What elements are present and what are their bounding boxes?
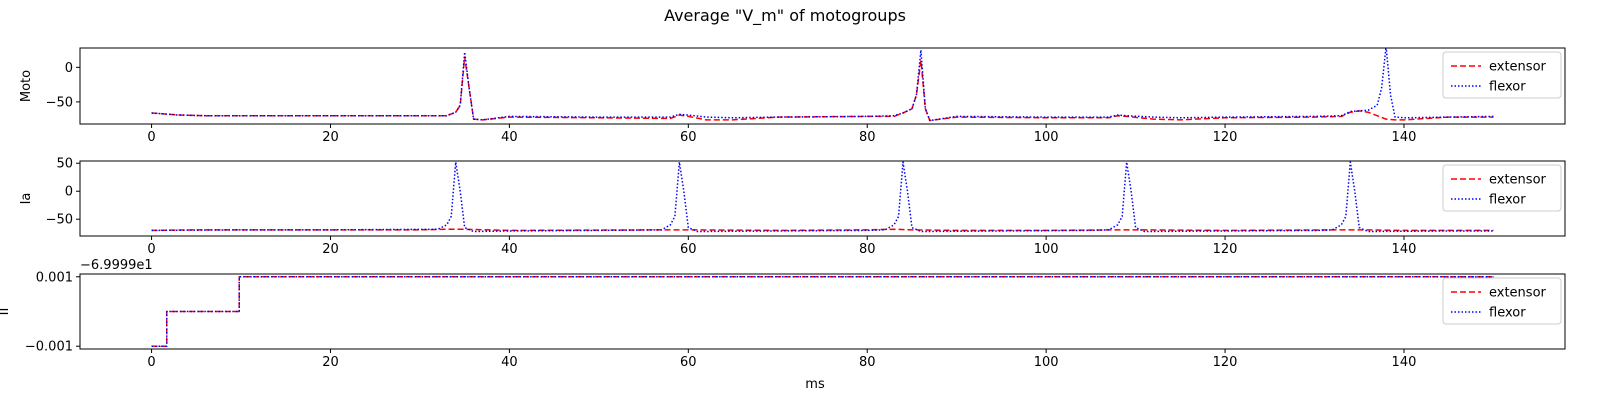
x-tick-label: 60 xyxy=(680,355,697,370)
x-tick-label: 120 xyxy=(1213,355,1238,370)
legend: extensor flexor xyxy=(1442,164,1562,212)
legend-label-flexor: flexor xyxy=(1489,193,1526,208)
legend: extensor flexor xyxy=(1442,277,1562,325)
x-tick-label: 40 xyxy=(501,130,518,145)
y-tick-label: 0 xyxy=(65,61,73,76)
series-flexor-line xyxy=(151,48,1494,122)
x-tick-label: 140 xyxy=(1392,130,1417,145)
x-tick-label: 20 xyxy=(322,242,339,257)
y-axis-label-moto: Moto xyxy=(19,70,34,102)
x-tick-label: 40 xyxy=(501,355,518,370)
y-tick-label: 50 xyxy=(56,157,73,172)
x-tick-label: 100 xyxy=(1034,130,1059,145)
y-tick-label: −50 xyxy=(46,95,73,110)
x-tick-label: 80 xyxy=(859,355,876,370)
x-tick-label: 60 xyxy=(680,130,697,145)
y-offset-label: −6.9999e1 xyxy=(80,258,153,273)
axes-frame xyxy=(79,160,1566,237)
x-tick-label: 120 xyxy=(1213,130,1238,145)
x-tick-label: 140 xyxy=(1392,242,1417,257)
figure-title: Average "V_m" of motogroups xyxy=(664,6,906,26)
x-tick-label: 0 xyxy=(147,130,155,145)
y-tick-label: −50 xyxy=(46,213,73,228)
x-tick-label: 100 xyxy=(1034,355,1059,370)
series-extensor-line xyxy=(151,276,1494,347)
legend-label-extensor: extensor xyxy=(1489,286,1547,301)
x-tick-label: 60 xyxy=(680,242,697,257)
y-tick-label: −0.001 xyxy=(25,340,73,355)
series-flexor-line xyxy=(151,161,1494,233)
x-tick-label: 80 xyxy=(859,242,876,257)
legend-label-extensor: extensor xyxy=(1489,60,1547,75)
legend-label-extensor: extensor xyxy=(1489,173,1547,188)
y-tick-label: 0 xyxy=(65,185,73,200)
series-extensor-line xyxy=(151,56,1494,122)
axes-frame xyxy=(79,47,1566,125)
y-axis-label-ii: II xyxy=(0,308,12,316)
x-tick-label: 80 xyxy=(859,130,876,145)
x-tick-label: 120 xyxy=(1213,242,1238,257)
panel-ii: 0 20 40 60 80 100 120 140 0.001 −0.001 II −6.9999e1… xyxy=(0,258,1566,370)
x-tick-label: 20 xyxy=(322,130,339,145)
x-tick-label: 20 xyxy=(322,355,339,370)
legend-label-flexor: flexor xyxy=(1489,80,1526,95)
panel-ia: 0 20 40 60 80 100 120 140 50 0 −50 Ia extensor flexor xyxy=(19,157,1566,257)
y-tick-label: 0.001 xyxy=(36,270,73,285)
axes-frame xyxy=(79,273,1566,350)
panel-moto: 0 20 40 60 80 100 120 140 0 −50 Moto extensor flexor xyxy=(19,47,1566,145)
series-flexor-line xyxy=(151,276,1494,347)
x-tick-label: 0 xyxy=(147,355,155,370)
legend: extensor flexor xyxy=(1442,51,1562,99)
x-tick-label: 40 xyxy=(501,242,518,257)
series-extensor-line xyxy=(151,228,1494,232)
x-tick-label: 0 xyxy=(147,242,155,257)
y-axis-label-ia: Ia xyxy=(19,193,34,205)
x-axis-label: ms xyxy=(805,377,825,392)
x-tick-label: 100 xyxy=(1034,242,1059,257)
x-tick-label: 140 xyxy=(1392,355,1417,370)
legend-label-flexor: flexor xyxy=(1489,306,1526,321)
